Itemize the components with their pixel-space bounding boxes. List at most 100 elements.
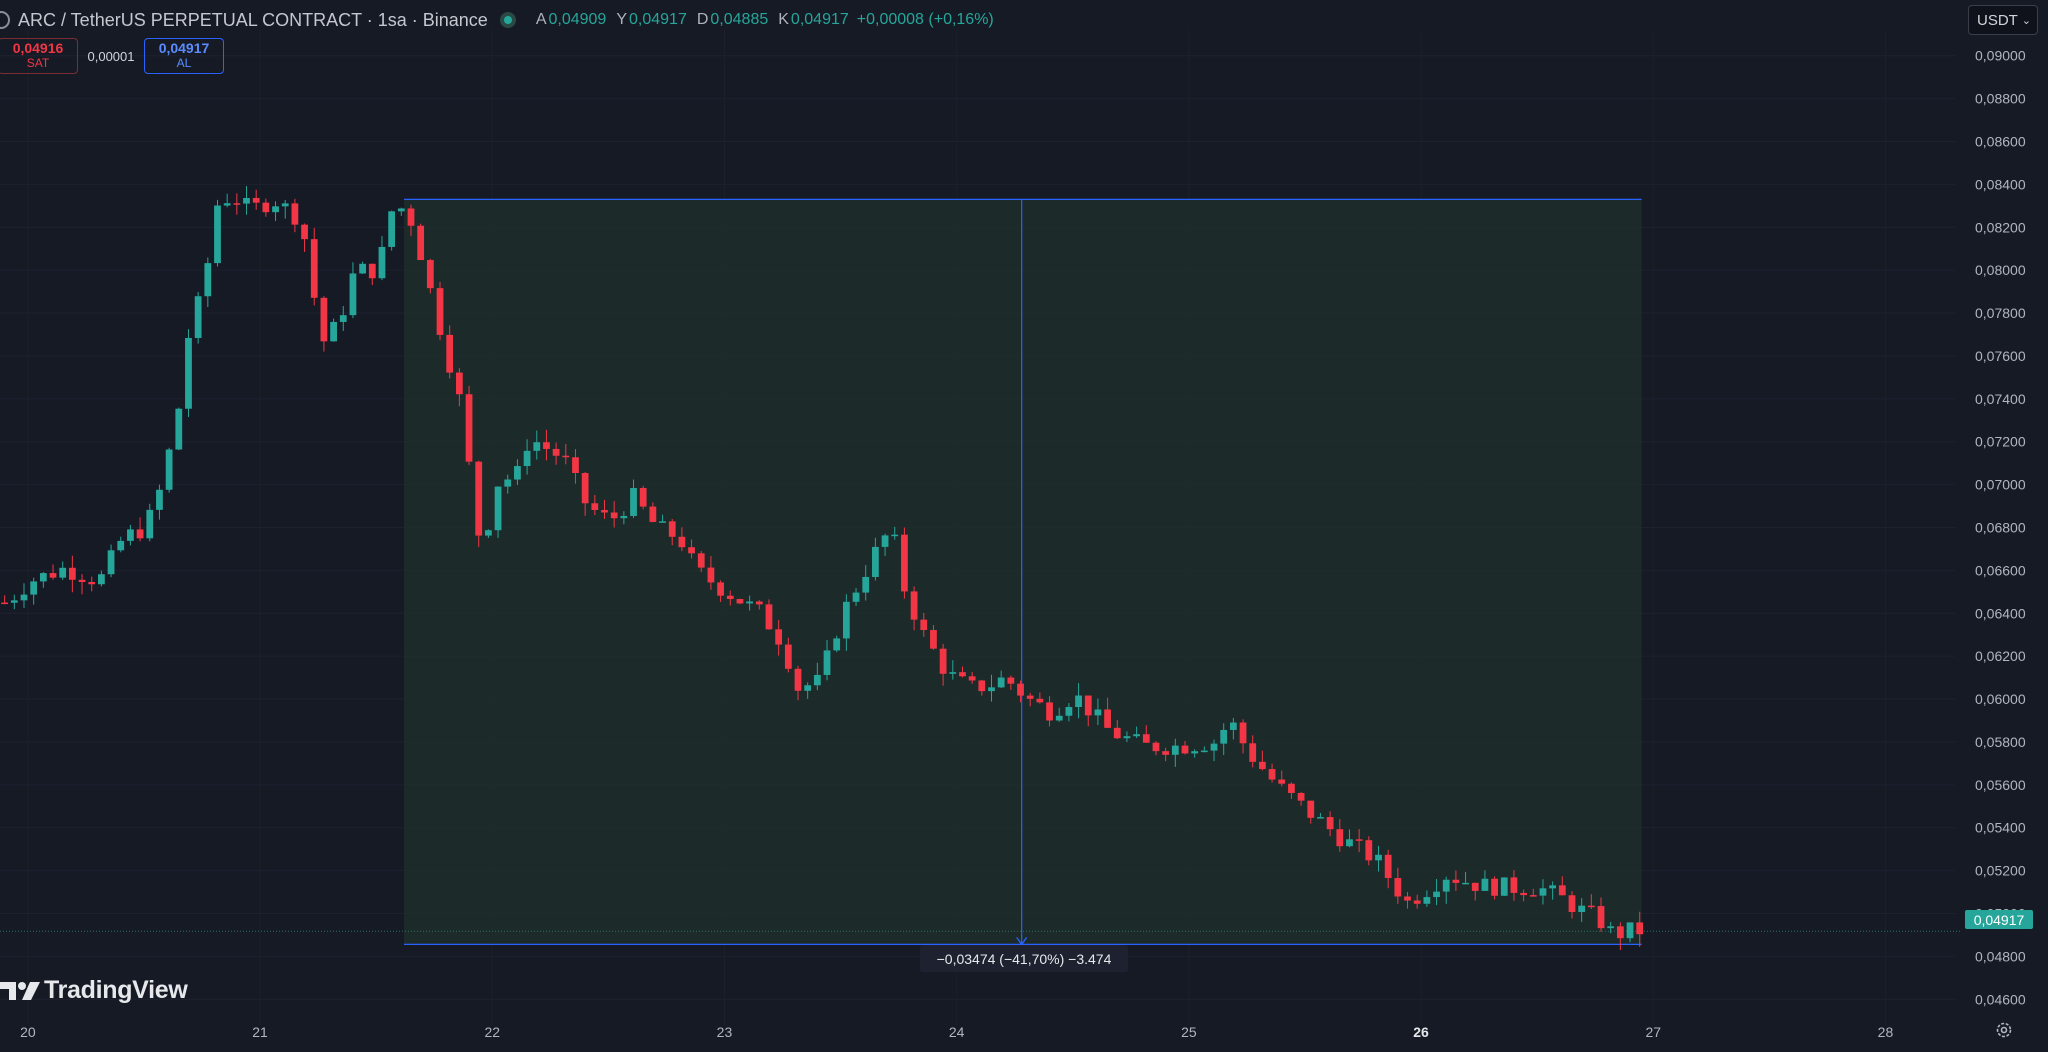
candle xyxy=(1317,812,1324,819)
candle xyxy=(514,459,521,485)
candle xyxy=(233,193,241,215)
sell-label: SAT xyxy=(26,56,50,70)
x-tick-label: 23 xyxy=(717,1024,733,1040)
candle xyxy=(1375,845,1382,872)
candle xyxy=(475,460,483,547)
candle xyxy=(465,386,473,466)
sell-button[interactable]: 0,04916 SAT xyxy=(0,38,78,74)
candle xyxy=(349,262,357,319)
candle xyxy=(455,368,463,407)
candle xyxy=(136,517,144,542)
candle xyxy=(765,599,773,630)
candle xyxy=(1017,680,1024,703)
symbol-title[interactable]: ARC / TetherUS PERPETUAL CONTRACT · 1sa … xyxy=(18,9,488,30)
currency-select[interactable]: USDT ⌄ xyxy=(1968,5,2038,35)
candle xyxy=(1123,731,1131,743)
y-tick-label: 0,07000 xyxy=(1975,477,2026,493)
candle xyxy=(726,590,734,606)
candle xyxy=(1142,725,1150,743)
tradingview-logo[interactable]: TradingView xyxy=(0,976,188,1005)
candle xyxy=(1578,898,1586,922)
candle xyxy=(1,595,9,605)
candle xyxy=(39,572,47,588)
x-tick-label: 21 xyxy=(252,1024,268,1040)
candle xyxy=(717,580,724,602)
time-axis[interactable]: 20 21 22 23 24 25 26 27 28 xyxy=(20,1024,1893,1040)
measure-range-box[interactable] xyxy=(404,199,1642,945)
candle xyxy=(98,570,105,587)
sell-price: 0,04916 xyxy=(12,40,64,56)
buy-label: AL xyxy=(176,56,192,70)
candle xyxy=(262,198,270,217)
candle xyxy=(794,665,802,701)
candle xyxy=(1191,749,1199,758)
candle xyxy=(552,442,560,465)
trade-panel: 0,04916 SAT 0,00001 0,04917 AL xyxy=(0,38,224,74)
ohlc-change: +0,00008 (+0,16%) xyxy=(856,11,994,28)
candle xyxy=(1055,707,1063,722)
candle xyxy=(1442,876,1450,904)
candle xyxy=(668,518,676,546)
ohlc-high-key: Y xyxy=(616,11,627,28)
candle xyxy=(649,502,657,523)
candle xyxy=(1597,897,1605,932)
candle xyxy=(1181,741,1189,755)
candle xyxy=(572,449,579,484)
candle xyxy=(320,296,328,352)
y-tick-label: 0,06000 xyxy=(1975,691,2026,707)
candle xyxy=(1065,703,1073,722)
candle xyxy=(813,662,821,691)
candle xyxy=(397,207,405,216)
candle xyxy=(1220,723,1228,756)
candle xyxy=(775,619,783,656)
candle xyxy=(78,574,86,595)
market-status-icon[interactable] xyxy=(499,12,516,28)
candle xyxy=(1026,692,1034,707)
candle xyxy=(1607,921,1615,934)
candle xyxy=(504,474,512,494)
candle xyxy=(852,588,860,606)
candle xyxy=(978,679,986,696)
y-tick-label: 0,07200 xyxy=(1975,434,2026,450)
chevron-down-icon: ⌄ xyxy=(2021,14,2031,27)
last-price-tag: 0,04917 xyxy=(1965,910,2033,929)
candle xyxy=(1558,876,1566,896)
candle xyxy=(910,586,918,631)
y-tick-label: 0,08000 xyxy=(1975,262,2026,278)
y-tick-label: 0,04800 xyxy=(1975,948,2026,964)
buy-price: 0,04917 xyxy=(158,40,210,56)
candle xyxy=(185,329,192,418)
measure-arrow-icon xyxy=(1016,936,1028,946)
candle xyxy=(949,660,957,680)
candle xyxy=(1404,892,1411,909)
gear-icon xyxy=(1996,1022,2012,1038)
ohlc-close-key: K xyxy=(778,11,789,28)
candle xyxy=(310,227,318,306)
candle xyxy=(446,325,454,379)
candle xyxy=(920,612,928,637)
candle xyxy=(1346,829,1353,848)
axis-settings-button[interactable] xyxy=(1994,1020,2014,1040)
candle xyxy=(494,486,502,538)
price-axis[interactable]: 0,046000,048000,050000,052000,054000,056… xyxy=(1975,48,2026,1008)
y-tick-label: 0,08400 xyxy=(1975,176,2026,192)
buy-button[interactable]: 0,04917 AL xyxy=(144,38,224,74)
ohlc-low-key: D xyxy=(696,11,709,28)
candle xyxy=(688,539,695,559)
candle xyxy=(426,258,434,294)
y-tick-label: 0,08200 xyxy=(1975,219,2026,235)
candle xyxy=(997,670,1005,689)
candle xyxy=(968,671,976,684)
candle xyxy=(436,282,444,341)
spread-value: 0,00001 xyxy=(87,48,135,64)
watermark-text: TradingView xyxy=(44,976,188,1004)
ohlc-open-value: 0,04909 xyxy=(548,11,607,28)
candle xyxy=(1326,811,1334,837)
candle xyxy=(630,479,637,518)
candle xyxy=(1394,867,1402,904)
candle xyxy=(1133,726,1141,739)
ohlc-low-value: 0,04885 xyxy=(710,11,769,28)
candle xyxy=(1423,890,1431,907)
candle xyxy=(165,447,173,493)
